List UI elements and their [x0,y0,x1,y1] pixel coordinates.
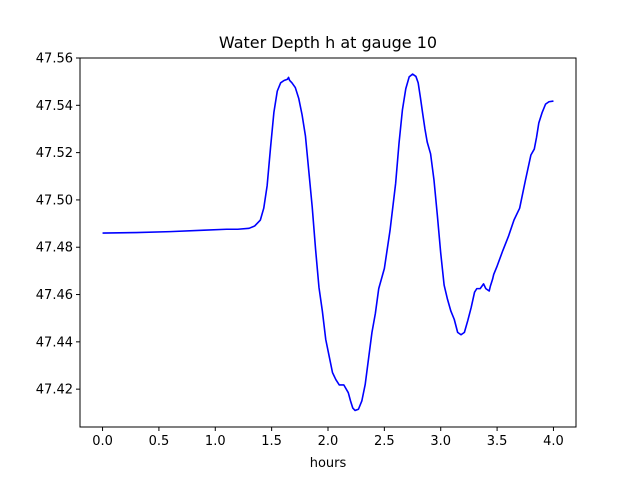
x-tick-label: 2.5 [374,434,395,449]
y-tick-label: 47.50 [36,193,73,208]
y-tick-label: 47.54 [36,99,73,114]
x-tick-label: 3.0 [430,434,451,449]
y-axis: 47.42 47.44 47.46 47.48 47.50 47.52 47.54 47.56 [36,52,80,398]
x-tick-label: 4.0 [543,434,564,449]
y-tick-label: 47.42 [36,383,73,398]
x-tick-label: 3.5 [487,434,508,449]
x-tick-label: 1.0 [205,434,226,449]
x-tick-label: 0.5 [149,434,170,449]
y-tick-label: 47.52 [36,146,73,161]
y-tick-label: 47.46 [36,288,73,303]
y-tick-label: 47.44 [36,335,73,350]
chart-title: Water Depth h at gauge 10 [219,33,437,52]
x-axis: 0.0 0.5 1.0 1.5 2.0 2.5 3.0 3.5 4.0 [92,427,564,449]
y-tick-label: 47.56 [36,52,73,67]
x-tick-label: 2.0 [318,434,339,449]
x-tick-label: 0.0 [92,434,113,449]
series-line-0 [102,73,554,412]
x-tick-label: 1.5 [261,434,282,449]
y-tick-label: 47.48 [36,241,73,256]
x-axis-label: hours [310,456,347,471]
